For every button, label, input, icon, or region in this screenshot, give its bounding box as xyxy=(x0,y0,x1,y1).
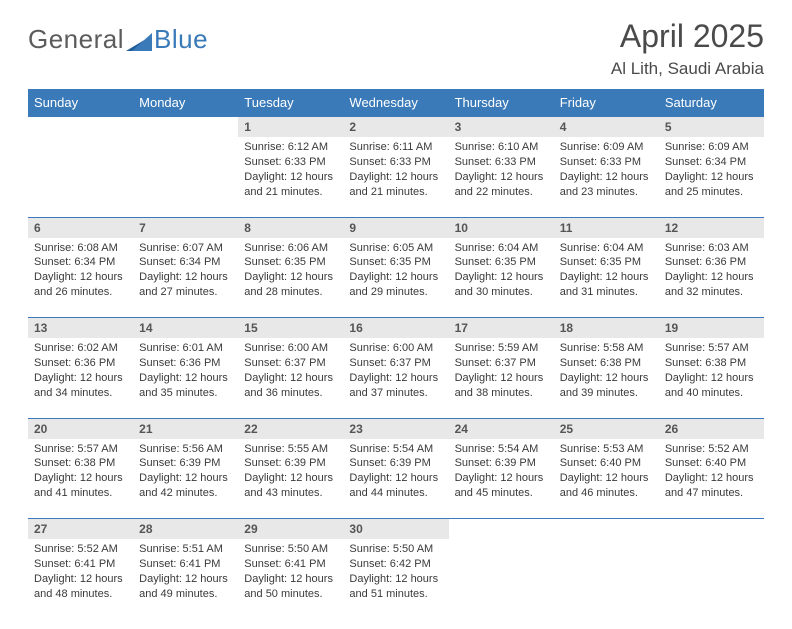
day-number-cell xyxy=(28,117,133,138)
day-number-cell: 25 xyxy=(554,418,659,439)
day-number-cell: 3 xyxy=(449,117,554,138)
day-number-cell: 22 xyxy=(238,418,343,439)
day-number-cell: 27 xyxy=(28,519,133,540)
day-cell: Sunrise: 6:03 AMSunset: 6:36 PMDaylight:… xyxy=(659,238,764,318)
day-number-cell: 2 xyxy=(343,117,448,138)
weekday-header: Tuesday xyxy=(238,89,343,117)
day-cell: Sunrise: 5:51 AMSunset: 6:41 PMDaylight:… xyxy=(133,539,238,619)
day-number-cell: 15 xyxy=(238,318,343,339)
day-cell: Sunrise: 6:00 AMSunset: 6:37 PMDaylight:… xyxy=(238,338,343,418)
day-cell: Sunrise: 6:00 AMSunset: 6:37 PMDaylight:… xyxy=(343,338,448,418)
weekday-header-row: SundayMondayTuesdayWednesdayThursdayFrid… xyxy=(28,89,764,117)
day-number-cell xyxy=(659,519,764,540)
day-cell: Sunrise: 5:55 AMSunset: 6:39 PMDaylight:… xyxy=(238,439,343,519)
day-cell: Sunrise: 6:04 AMSunset: 6:35 PMDaylight:… xyxy=(449,238,554,318)
page-title: April 2025 xyxy=(611,18,764,55)
day-cell: Sunrise: 5:57 AMSunset: 6:38 PMDaylight:… xyxy=(28,439,133,519)
day-cell xyxy=(133,137,238,217)
day-number-cell: 28 xyxy=(133,519,238,540)
day-number-cell: 14 xyxy=(133,318,238,339)
weekday-header: Thursday xyxy=(449,89,554,117)
brand-mark-icon xyxy=(126,29,152,51)
day-cell xyxy=(659,539,764,619)
day-number-cell: 20 xyxy=(28,418,133,439)
day-number-cell: 18 xyxy=(554,318,659,339)
weekday-header: Saturday xyxy=(659,89,764,117)
day-number-cell: 5 xyxy=(659,117,764,138)
brand-name-2: Blue xyxy=(154,24,208,55)
weekday-header: Monday xyxy=(133,89,238,117)
day-number-cell: 19 xyxy=(659,318,764,339)
day-number-cell: 26 xyxy=(659,418,764,439)
day-cell: Sunrise: 6:08 AMSunset: 6:34 PMDaylight:… xyxy=(28,238,133,318)
day-cell: Sunrise: 6:12 AMSunset: 6:33 PMDaylight:… xyxy=(238,137,343,217)
day-cell: Sunrise: 5:59 AMSunset: 6:37 PMDaylight:… xyxy=(449,338,554,418)
day-cell: Sunrise: 6:11 AMSunset: 6:33 PMDaylight:… xyxy=(343,137,448,217)
day-number-cell: 7 xyxy=(133,217,238,238)
day-number-cell: 17 xyxy=(449,318,554,339)
day-cell: Sunrise: 5:52 AMSunset: 6:40 PMDaylight:… xyxy=(659,439,764,519)
day-cell: Sunrise: 6:05 AMSunset: 6:35 PMDaylight:… xyxy=(343,238,448,318)
day-cell xyxy=(449,539,554,619)
day-number-cell: 10 xyxy=(449,217,554,238)
day-number-cell xyxy=(133,117,238,138)
day-cell: Sunrise: 5:52 AMSunset: 6:41 PMDaylight:… xyxy=(28,539,133,619)
day-number-cell: 4 xyxy=(554,117,659,138)
day-number-cell: 11 xyxy=(554,217,659,238)
day-number-cell xyxy=(554,519,659,540)
day-cell: Sunrise: 5:50 AMSunset: 6:42 PMDaylight:… xyxy=(343,539,448,619)
day-number-cell xyxy=(449,519,554,540)
day-cell: Sunrise: 5:53 AMSunset: 6:40 PMDaylight:… xyxy=(554,439,659,519)
weekday-header: Wednesday xyxy=(343,89,448,117)
day-cell: Sunrise: 6:10 AMSunset: 6:33 PMDaylight:… xyxy=(449,137,554,217)
day-number-cell: 23 xyxy=(343,418,448,439)
day-cell xyxy=(28,137,133,217)
day-cell: Sunrise: 5:50 AMSunset: 6:41 PMDaylight:… xyxy=(238,539,343,619)
day-number-cell: 6 xyxy=(28,217,133,238)
brand-name-1: General xyxy=(28,24,124,55)
day-cell: Sunrise: 6:06 AMSunset: 6:35 PMDaylight:… xyxy=(238,238,343,318)
day-number-cell: 16 xyxy=(343,318,448,339)
day-cell: Sunrise: 5:56 AMSunset: 6:39 PMDaylight:… xyxy=(133,439,238,519)
day-cell: Sunrise: 6:09 AMSunset: 6:34 PMDaylight:… xyxy=(659,137,764,217)
day-number-cell: 12 xyxy=(659,217,764,238)
day-number-cell: 1 xyxy=(238,117,343,138)
calendar-table: SundayMondayTuesdayWednesdayThursdayFrid… xyxy=(28,89,764,619)
location-label: Al Lith, Saudi Arabia xyxy=(611,59,764,79)
day-number-cell: 8 xyxy=(238,217,343,238)
day-cell: Sunrise: 5:54 AMSunset: 6:39 PMDaylight:… xyxy=(449,439,554,519)
day-number-cell: 21 xyxy=(133,418,238,439)
brand-logo: General Blue xyxy=(28,18,208,55)
day-number-cell: 13 xyxy=(28,318,133,339)
day-cell: Sunrise: 5:57 AMSunset: 6:38 PMDaylight:… xyxy=(659,338,764,418)
day-cell: Sunrise: 6:02 AMSunset: 6:36 PMDaylight:… xyxy=(28,338,133,418)
day-cell: Sunrise: 6:09 AMSunset: 6:33 PMDaylight:… xyxy=(554,137,659,217)
day-cell: Sunrise: 5:58 AMSunset: 6:38 PMDaylight:… xyxy=(554,338,659,418)
weekday-header: Sunday xyxy=(28,89,133,117)
day-cell: Sunrise: 6:01 AMSunset: 6:36 PMDaylight:… xyxy=(133,338,238,418)
day-number-cell: 29 xyxy=(238,519,343,540)
day-number-cell: 9 xyxy=(343,217,448,238)
day-number-cell: 24 xyxy=(449,418,554,439)
day-cell: Sunrise: 5:54 AMSunset: 6:39 PMDaylight:… xyxy=(343,439,448,519)
day-number-cell: 30 xyxy=(343,519,448,540)
day-cell xyxy=(554,539,659,619)
day-cell: Sunrise: 6:04 AMSunset: 6:35 PMDaylight:… xyxy=(554,238,659,318)
day-cell: Sunrise: 6:07 AMSunset: 6:34 PMDaylight:… xyxy=(133,238,238,318)
weekday-header: Friday xyxy=(554,89,659,117)
